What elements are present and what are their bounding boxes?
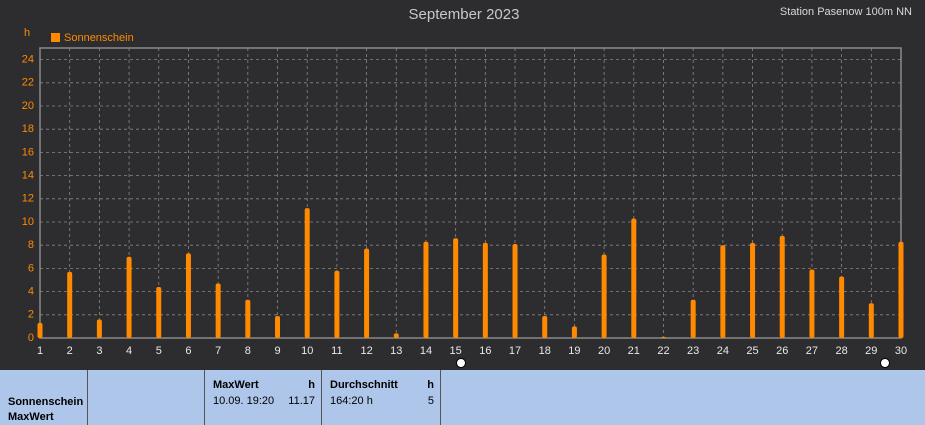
- chart: September 2023 Station Pasenow 100m NN h…: [22, 6, 912, 368]
- x-tick-label: 27: [806, 345, 818, 357]
- col-time: 164:20 h: [330, 395, 373, 407]
- x-tick-label: 14: [420, 345, 432, 357]
- bar: [631, 218, 637, 338]
- y-tick-label: 8: [28, 239, 34, 251]
- y-tick-label: 0: [28, 332, 34, 344]
- bar: [275, 315, 281, 338]
- x-tick-label: 19: [568, 345, 580, 357]
- bar: [393, 333, 399, 338]
- bar: [601, 254, 607, 338]
- x-tick-label: 25: [746, 345, 758, 357]
- x-tick-label: 21: [628, 345, 640, 357]
- col-unit: h: [427, 379, 434, 391]
- bar: [156, 286, 162, 338]
- bar: [215, 283, 221, 338]
- x-tick-label: 6: [185, 345, 191, 357]
- y-tick-label: 6: [28, 262, 34, 274]
- summary-table: Sonnenschein MaxWert MaxWert h 10.09. 19…: [0, 370, 925, 425]
- x-tick-label: 3: [96, 345, 102, 357]
- x-tick-label: 22: [657, 345, 669, 357]
- station: Station Pasenow 100m NN: [780, 6, 912, 18]
- y-tick-label: 16: [22, 146, 34, 158]
- x-tick-label: 12: [360, 345, 372, 357]
- y-tick-label: 2: [28, 309, 34, 321]
- col-value: 11.17: [288, 395, 315, 407]
- x-tick-label: 2: [67, 345, 73, 357]
- bar: [571, 326, 577, 338]
- x-tick-label: 10: [301, 345, 313, 357]
- x-tick-label: 28: [835, 345, 847, 357]
- x-tick-label: 17: [509, 345, 521, 357]
- x-tick-label: 16: [479, 345, 491, 357]
- x-tick-label: 29: [865, 345, 877, 357]
- bar: [542, 315, 548, 338]
- y-tick-label: 10: [22, 216, 34, 228]
- x-tick-label: 7: [215, 345, 221, 357]
- x-tick-label: 18: [539, 345, 551, 357]
- x-tick-label: 13: [390, 345, 402, 357]
- marker-icon: [456, 358, 466, 368]
- bar: [96, 319, 102, 338]
- bar: [37, 322, 43, 338]
- row-label: Sonnenschein: [8, 396, 84, 408]
- column: Durchschnitt h 164:20 h 5: [322, 370, 441, 425]
- chart-title: September 2023: [409, 6, 520, 23]
- bar: [750, 242, 756, 338]
- bar: [453, 238, 459, 338]
- bar: [185, 253, 191, 338]
- y-tick-label: 14: [22, 170, 34, 182]
- bar: [304, 208, 310, 338]
- legend-label: Sonnenschein: [64, 32, 134, 44]
- bar: [126, 256, 132, 338]
- bar: [660, 336, 666, 338]
- bar: [334, 270, 340, 338]
- x-tick-label: 23: [687, 345, 699, 357]
- row-labels: Sonnenschein MaxWert: [0, 370, 88, 425]
- y-axis-unit: h: [24, 27, 30, 39]
- col-header: Durchschnitt: [330, 379, 398, 391]
- y-tick-label: 4: [28, 286, 34, 298]
- y-tick-label: 22: [22, 77, 34, 89]
- plot-area: [39, 47, 902, 339]
- column: MaxWert h 10.09. 19:20 11.17: [205, 370, 322, 425]
- bar: [364, 248, 370, 338]
- y-tick-label: 18: [22, 123, 34, 135]
- bar: [67, 271, 73, 338]
- bar: [245, 299, 251, 338]
- empty-cell: [88, 370, 205, 425]
- marker-icon: [880, 358, 890, 368]
- x-tick-label: 11: [331, 345, 342, 357]
- legend-swatch: [51, 33, 60, 42]
- x-tick-label: 9: [274, 345, 280, 357]
- bar: [898, 241, 904, 338]
- bar: [512, 244, 518, 338]
- x-tick-label: 24: [717, 345, 729, 357]
- bar: [423, 241, 429, 338]
- bar: [690, 299, 696, 338]
- bar: [779, 235, 785, 338]
- x-tick-label: 15: [450, 345, 462, 357]
- bar: [868, 303, 874, 338]
- x-tick-label: 26: [776, 345, 788, 357]
- bar: [839, 276, 845, 338]
- x-tick-label: 8: [245, 345, 251, 357]
- col-time: 10.09. 19:20: [213, 395, 275, 407]
- col-unit: h: [308, 379, 315, 391]
- x-tick-label: 1: [37, 345, 43, 357]
- bar: [809, 269, 815, 338]
- x-tick-label: 4: [126, 345, 132, 357]
- col-value: 5: [427, 395, 434, 407]
- row-label: MaxWert: [8, 411, 54, 423]
- bar: [482, 242, 488, 338]
- x-tick-label: 20: [598, 345, 610, 357]
- x-tick-label: 30: [895, 345, 907, 357]
- col-header: MaxWert: [213, 379, 259, 391]
- bar: [720, 245, 726, 338]
- x-tick-label: 5: [156, 345, 162, 357]
- y-tick-label: 20: [22, 100, 34, 112]
- y-tick-label: 12: [22, 193, 34, 205]
- y-tick-label: 24: [22, 54, 34, 66]
